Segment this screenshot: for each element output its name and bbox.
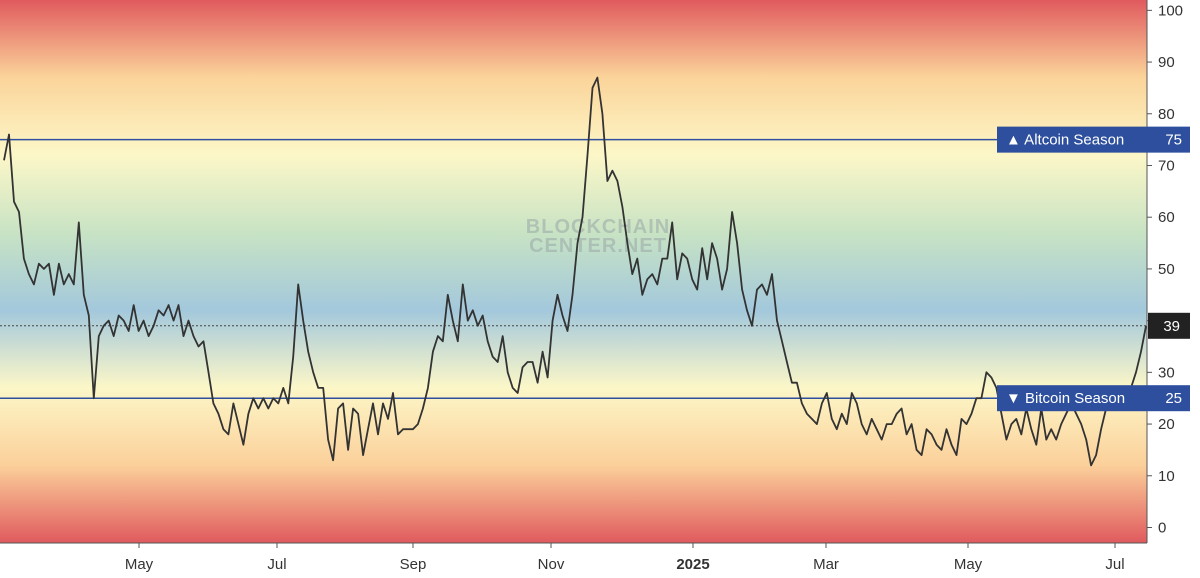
y-tick-label: 10 bbox=[1158, 468, 1175, 485]
y-tick-label: 90 bbox=[1158, 54, 1175, 71]
plot-background bbox=[0, 0, 1147, 543]
threshold-badge-1 bbox=[997, 385, 1190, 412]
watermark-line-2: CENTER.NET bbox=[529, 235, 667, 257]
watermark-line-1: BLOCKCHAIN bbox=[526, 216, 670, 238]
y-tick-label: 20 bbox=[1158, 416, 1175, 433]
y-tick-label: 50 bbox=[1158, 261, 1175, 278]
threshold-badge-label: ▲ Altcoin Season bbox=[1006, 132, 1124, 149]
y-tick-label: 30 bbox=[1158, 364, 1175, 381]
x-tick-label: 2025 bbox=[676, 556, 709, 573]
threshold-badges: ▲ Altcoin Season 75 ▼ Bitcoin Season 25 39 bbox=[997, 126, 1190, 412]
x-tick-label: May bbox=[954, 556, 983, 573]
threshold-badge-value: 75 bbox=[1165, 132, 1182, 149]
y-tick-label: 80 bbox=[1158, 106, 1175, 123]
threshold-badge-value: 25 bbox=[1165, 390, 1182, 407]
x-tick-label: Mar bbox=[813, 556, 839, 573]
current-value-label: 39 bbox=[1163, 318, 1180, 335]
watermark: BLOCKCHAIN CENTER.NET bbox=[526, 216, 670, 257]
series-layer bbox=[3, 76, 1147, 467]
threshold-badge-0 bbox=[997, 126, 1190, 153]
x-tick-label: Jul bbox=[267, 556, 286, 573]
x-tick-label: Jul bbox=[1105, 556, 1124, 573]
x-tick-label: May bbox=[125, 556, 154, 573]
x-axis-panel bbox=[0, 543, 1200, 578]
threshold-lines bbox=[0, 138, 1147, 399]
y-tick-label: 60 bbox=[1158, 209, 1175, 226]
y-tick-label: 70 bbox=[1158, 157, 1175, 174]
current-value-badge bbox=[1148, 312, 1190, 339]
x-axis-ticks: May Jul Sep Nov 2025 Mar May Jul bbox=[125, 543, 1125, 573]
series-line-0 bbox=[3, 76, 1147, 467]
y-axis-panel bbox=[1147, 0, 1200, 543]
x-tick-label: Nov bbox=[538, 556, 565, 573]
y-tick-label: 100 bbox=[1158, 2, 1183, 19]
threshold-badge-label: ▼ Bitcoin Season bbox=[1006, 390, 1125, 407]
y-tick-label: 0 bbox=[1158, 519, 1166, 536]
x-tick-label: Sep bbox=[400, 556, 427, 573]
